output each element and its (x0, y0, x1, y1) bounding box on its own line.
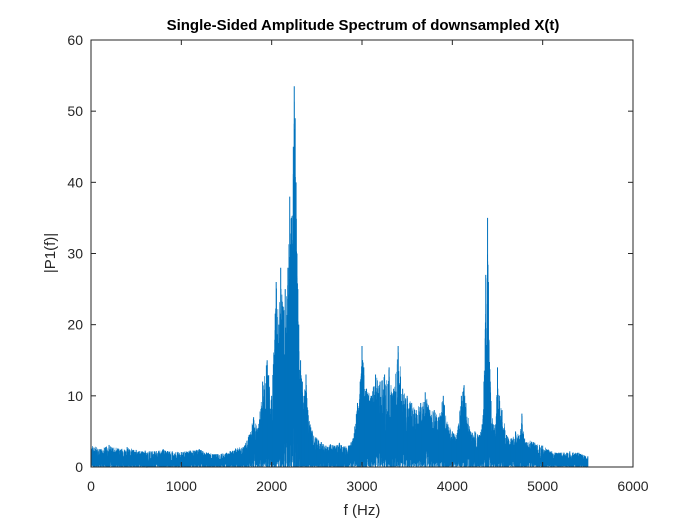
x-tick-label: 3000 (346, 478, 377, 494)
y-tick-label: 20 (67, 317, 83, 333)
y-tick-label: 30 (67, 246, 83, 262)
trace-layer (90, 86, 589, 469)
y-tick-label: 10 (67, 388, 83, 404)
x-tick-label: 1000 (166, 478, 197, 494)
y-axis-label: |P1(f)| (42, 233, 59, 273)
y-tick-label: 0 (75, 459, 83, 475)
y-tick-label: 50 (67, 103, 83, 119)
y-axis-ticks: 0 10 20 30 40 50 60 (67, 32, 633, 475)
x-tick-label: 4000 (437, 478, 468, 494)
x-axis-ticks: 0 1000 2000 3000 4000 5000 6000 (87, 40, 649, 494)
x-tick-label: 5000 (527, 478, 558, 494)
x-tick-label: 6000 (617, 478, 648, 494)
chart-title: Single-Sided Amplitude Spectrum of downs… (167, 17, 560, 34)
y-tick-label: 60 (67, 32, 83, 48)
y-tick-label: 40 (67, 174, 83, 190)
x-tick-label: 0 (87, 478, 95, 494)
x-tick-label: 2000 (256, 478, 287, 494)
x-axis-label: f (Hz) (344, 502, 381, 519)
